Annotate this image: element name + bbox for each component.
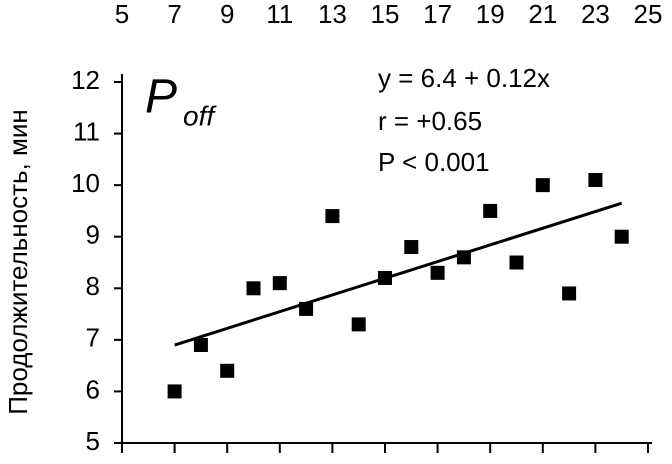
point <box>193 338 208 353</box>
annotation: r = +0.65 <box>378 106 482 136</box>
y-tick-label: 10 <box>71 168 100 198</box>
point <box>562 286 577 301</box>
annotation: P < 0.001 <box>378 147 490 177</box>
point <box>483 203 498 218</box>
y-tick-label: 7 <box>86 323 100 353</box>
x-tick-label: 11 <box>266 0 293 29</box>
x-tick-label: 9 <box>220 0 234 29</box>
chart-title: P <box>145 71 177 124</box>
fit-line <box>174 201 623 347</box>
x-tick-label: 21 <box>528 0 557 29</box>
point <box>325 209 340 224</box>
y-tick-label: 8 <box>86 271 100 301</box>
y-tick-label: 11 <box>73 116 100 146</box>
point <box>246 281 261 296</box>
x-tick-label: 17 <box>423 0 452 29</box>
x-tick-label: 15 <box>371 0 400 29</box>
x-tick-label: 5 <box>115 0 129 29</box>
point <box>509 255 524 270</box>
x-tick-label: 7 <box>167 0 181 29</box>
y-tick-label: 12 <box>71 65 100 95</box>
point <box>272 276 287 291</box>
point <box>220 363 235 378</box>
y-tick-label: 9 <box>86 220 100 250</box>
chart-title-subscript: off <box>183 100 217 131</box>
y-tick-label: 5 <box>86 426 100 456</box>
x-tick-label: 19 <box>476 0 505 29</box>
x-tick-label: 23 <box>581 0 610 29</box>
x-tick-label: 25 <box>634 0 663 29</box>
y-tick-label: 6 <box>86 374 100 404</box>
point <box>404 240 419 255</box>
point <box>167 384 182 399</box>
annotation: y = 6.4 + 0.12x <box>378 63 550 93</box>
point <box>351 317 366 332</box>
point <box>588 172 603 187</box>
point <box>430 265 445 280</box>
y-axis-label: Продолжительность, мин <box>3 109 33 415</box>
point <box>535 178 550 193</box>
x-tick-label: 13 <box>318 0 347 29</box>
point <box>614 229 629 244</box>
